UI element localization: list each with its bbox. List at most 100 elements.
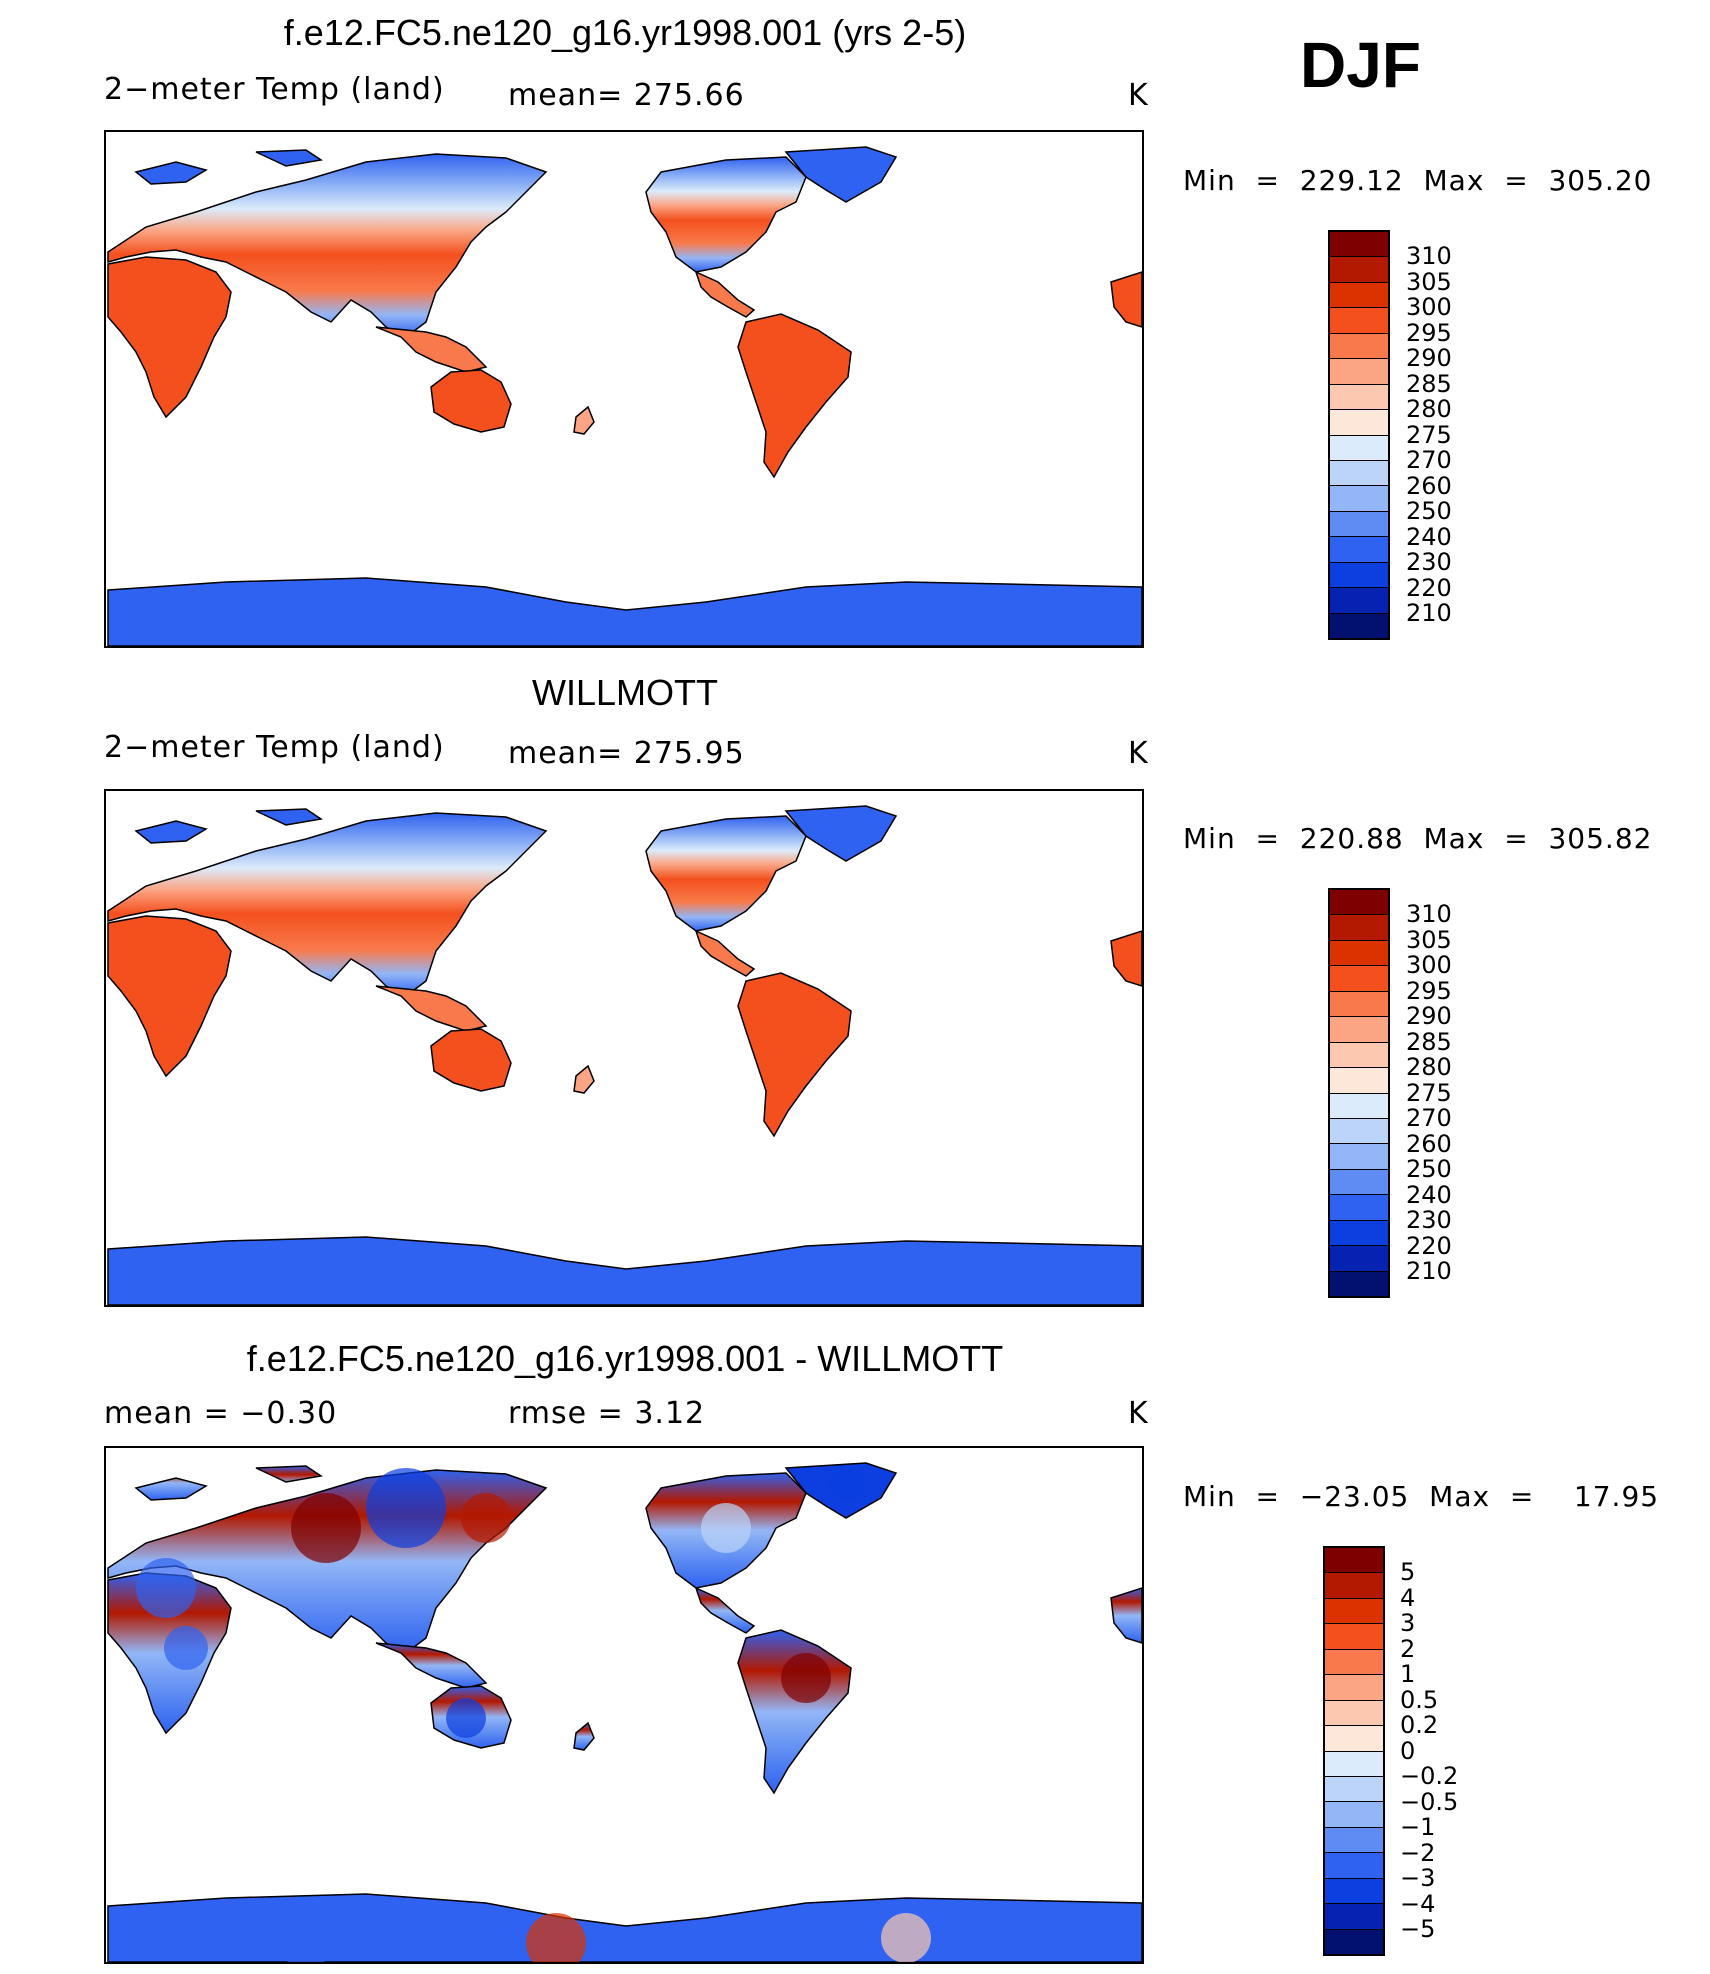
colorbar-tick-label: 250 <box>1406 497 1452 525</box>
colorbar-tick-label: −3 <box>1400 1864 1436 1892</box>
difference-anomaly-patch <box>136 1558 196 1618</box>
difference-anomaly-patch <box>701 1503 751 1553</box>
colorbar-tick-label: 1 <box>1400 1660 1416 1688</box>
colorbar-segment <box>1330 308 1388 334</box>
colorbar-segment <box>1330 1093 1388 1119</box>
colorbar-segment <box>1330 282 1388 309</box>
colorbar-segment <box>1330 486 1388 512</box>
north-america-landmass <box>645 156 807 273</box>
colorbar-tick-label: −2 <box>1400 1838 1436 1867</box>
colorbar-segment <box>1330 460 1388 487</box>
colorbar-tick-label: 300 <box>1406 951 1452 979</box>
colorbar-segment <box>1330 1246 1388 1272</box>
colorbar-segment <box>1325 1802 1383 1828</box>
colorbar-tick-label: 240 <box>1406 522 1452 551</box>
arctic-islands-landmass <box>134 149 323 185</box>
colorbar-tick-label: 305 <box>1406 267 1452 296</box>
southeast-asia-landmass <box>375 326 488 373</box>
africa-landmass <box>107 256 232 419</box>
colorbar-tick-label: 220 <box>1406 1231 1452 1260</box>
new-zealand-landmass <box>573 1721 595 1751</box>
colorbar-tick-label: 280 <box>1406 1053 1452 1081</box>
panel-2-map <box>104 789 1144 1307</box>
panel-1-variable-label: 2−meter Temp (land) <box>104 72 445 107</box>
antarctica-landmass <box>107 1236 1142 1305</box>
colorbar-segment <box>1330 1017 1388 1043</box>
colorbar-segment <box>1330 511 1388 538</box>
southeast-asia-landmass <box>375 985 488 1032</box>
colorbar-tick-label: −0.5 <box>1400 1787 1459 1816</box>
new-zealand-landmass <box>573 1064 595 1094</box>
panel-1-units: K <box>1128 78 1149 113</box>
colorbar-segment <box>1330 232 1388 258</box>
panel-2-title: WILLMOTT <box>532 672 718 713</box>
colorbar-segment <box>1325 1726 1383 1752</box>
greenland-landmass <box>784 146 898 203</box>
colorbar-segment <box>1325 1751 1383 1777</box>
colorbar-tick-label: 310 <box>1406 242 1452 270</box>
panel-3-minmax: Min = −23.05 Max = 17.95 <box>1183 1480 1660 1513</box>
season-label: DJF <box>1300 29 1421 101</box>
panel-3-units: K <box>1128 1396 1149 1431</box>
colorbar-tick-label: 220 <box>1406 573 1452 602</box>
difference-anomaly-patch <box>366 1468 446 1548</box>
panel-1-colorbar-labels: 310 305 300 295 290 285 280 275 270 260 250 240 230 2… <box>1406 242 1452 627</box>
colorbar-segment <box>1330 588 1388 614</box>
colorbar-segment <box>1330 1042 1388 1069</box>
colorbar-segment <box>1330 966 1388 992</box>
colorbar-segment <box>1330 1271 1388 1296</box>
colorbar-tick-label: 270 <box>1406 446 1452 474</box>
south-america-landmass <box>737 313 852 479</box>
colorbar-tick-label: 305 <box>1406 925 1452 954</box>
west-africa-landmass <box>1110 1587 1142 1644</box>
colorbar-segment <box>1330 915 1388 941</box>
panel-2-variable-label: 2−meter Temp (land) <box>104 730 445 765</box>
colorbar-segment <box>1330 1195 1388 1221</box>
colorbar-segment <box>1330 384 1388 411</box>
panel-3-rmse-label: rmse = 3.12 <box>508 1396 706 1431</box>
colorbar-tick-label: 250 <box>1406 1155 1452 1183</box>
colorbar-tick-label: 0.2 <box>1400 1711 1439 1739</box>
difference-anomaly-patch <box>276 1908 336 1962</box>
panel-2-minmax: Min = 220.88 Max = 305.82 <box>1183 822 1653 855</box>
north-america-landmass <box>645 815 807 932</box>
colorbar-tick-label: 300 <box>1406 293 1452 321</box>
panel-3-colorbar-labels: 5 4 3 2 1 0.5 0.2 0 −0.2 −0.5 −1 −2 −3 −4 −5 <box>1400 1559 1459 1943</box>
colorbar-tick-label: 285 <box>1406 1027 1452 1056</box>
difference-anomaly-patch <box>828 1465 864 1501</box>
colorbar-tick-label: 260 <box>1406 471 1452 500</box>
colorbar-segment <box>1325 1929 1383 1954</box>
colorbar-tick-label: 290 <box>1406 1002 1452 1030</box>
colorbar-segment <box>1330 991 1388 1018</box>
panel-3-colorbar <box>1323 1546 1385 1956</box>
colorbar-tick-label: 230 <box>1406 548 1452 576</box>
panel-1-title: f.e12.FC5.ne120_g16.yr1998.001 (yrs 2-5) <box>283 12 967 53</box>
colorbar-segment <box>1325 1853 1383 1879</box>
colorbar-segment <box>1330 613 1388 638</box>
africa-landmass <box>107 915 232 1078</box>
colorbar-tick-label: 230 <box>1406 1206 1452 1234</box>
greenland-landmass <box>784 805 898 862</box>
colorbar-tick-label: 2 <box>1400 1634 1416 1663</box>
colorbar-tick-label: 290 <box>1406 344 1452 372</box>
colorbar-segment <box>1330 1220 1388 1247</box>
panel-1-map <box>104 130 1144 648</box>
colorbar-tick-label: 275 <box>1406 1078 1452 1107</box>
colorbar-segment <box>1330 333 1388 360</box>
australia-landmass <box>430 369 512 433</box>
colorbar-tick-label: 285 <box>1406 369 1452 398</box>
panel-3-map <box>104 1446 1144 1964</box>
panel-3-title: f.e12.FC5.ne120_g16.yr1998.001 - WILLMOT… <box>246 1338 1004 1379</box>
southeast-asia-landmass <box>375 1642 488 1689</box>
colorbar-tick-label: 260 <box>1406 1129 1452 1158</box>
panel-2-units: K <box>1128 736 1149 771</box>
colorbar-tick-label: 295 <box>1406 318 1452 347</box>
difference-anomaly-patch <box>781 1653 831 1703</box>
panel-1-colorbar <box>1328 230 1390 640</box>
difference-anomaly-patch <box>291 1493 361 1563</box>
colorbar-segment <box>1330 562 1388 589</box>
central-america-landmass <box>694 929 756 977</box>
colorbar-segment <box>1325 1675 1383 1701</box>
colorbar-tick-label: 270 <box>1406 1104 1452 1132</box>
difference-anomaly-patch <box>446 1698 486 1738</box>
